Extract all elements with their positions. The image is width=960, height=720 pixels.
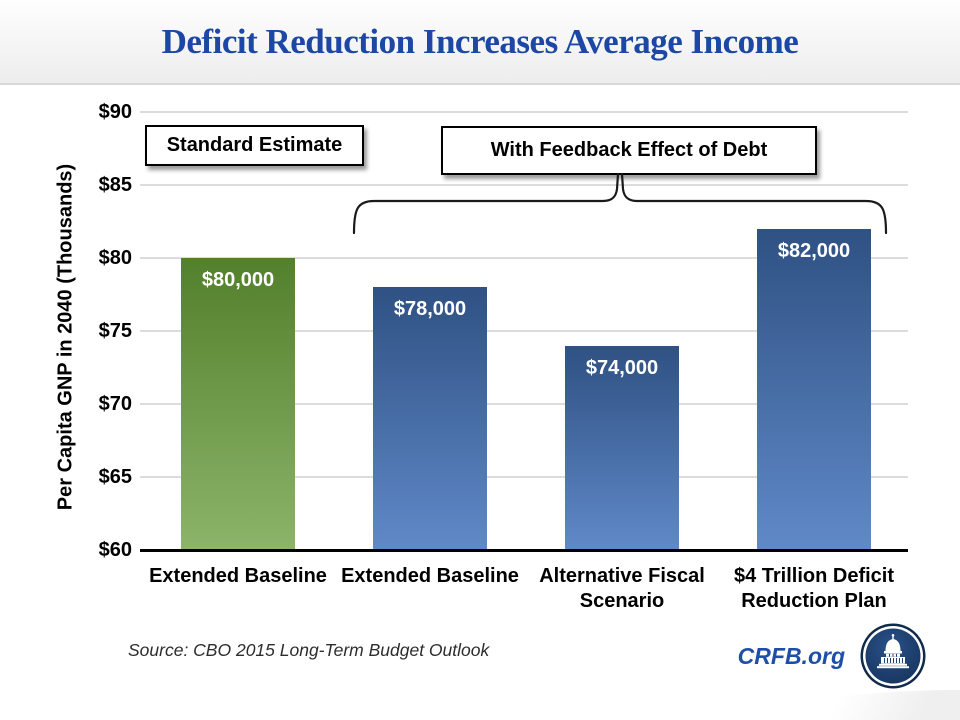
standard-estimate-callout: Standard Estimate [145,125,364,166]
y-tick-label: $90 [98,101,132,123]
slide-title: Deficit Reduction Increases Average Inco… [161,21,799,61]
gridline [140,476,908,478]
y-tick-label: $65 [98,466,132,488]
crfb-org-label: CRFB.org [737,643,845,669]
y-tick-label: $70 [98,393,132,415]
bar-value-label: $80,000 [201,269,275,291]
bar-3 [565,345,679,550]
bar-4 [757,228,871,550]
x-axis-line [140,549,908,552]
bar-value-label: $74,000 [585,356,659,379]
y-tick-label: $60 [98,539,132,561]
bar-value-label: $78,000 [393,298,467,321]
capitol-dome-logo [860,623,926,689]
feedback-effect-label: With Feedback Effect of Debt [490,139,768,161]
standard-estimate-label: Standard Estimate [166,134,343,156]
x-category-label: Alternative Fiscal Scenario [539,565,705,612]
y-tick-label: $75 [98,320,132,342]
gridline [140,257,908,259]
capitol-columns [884,653,903,663]
gridline [140,184,908,186]
gridline [140,403,908,405]
x-category-label: $4 Trillion Deficit Reduction Plan [733,565,895,612]
feedback-effect-callout: With Feedback Effect of Debt [441,126,817,175]
corner-swoosh-decoration [770,690,960,720]
y-tick-label: $85 [98,174,132,196]
bar-2 [373,287,487,550]
bar-1 [181,258,295,550]
gridline [140,111,908,113]
title-band: Deficit Reduction Increases Average Inco… [0,0,960,85]
source-note: Source: CBO 2015 Long-Term Budget Outloo… [128,640,490,660]
bar-value-label: $82,000 [777,239,851,262]
y-tick-label: $80 [98,247,132,269]
x-category-label: Extended Baseline [149,565,327,587]
x-category-label: Extended Baseline [341,565,519,587]
gridline [140,330,908,332]
